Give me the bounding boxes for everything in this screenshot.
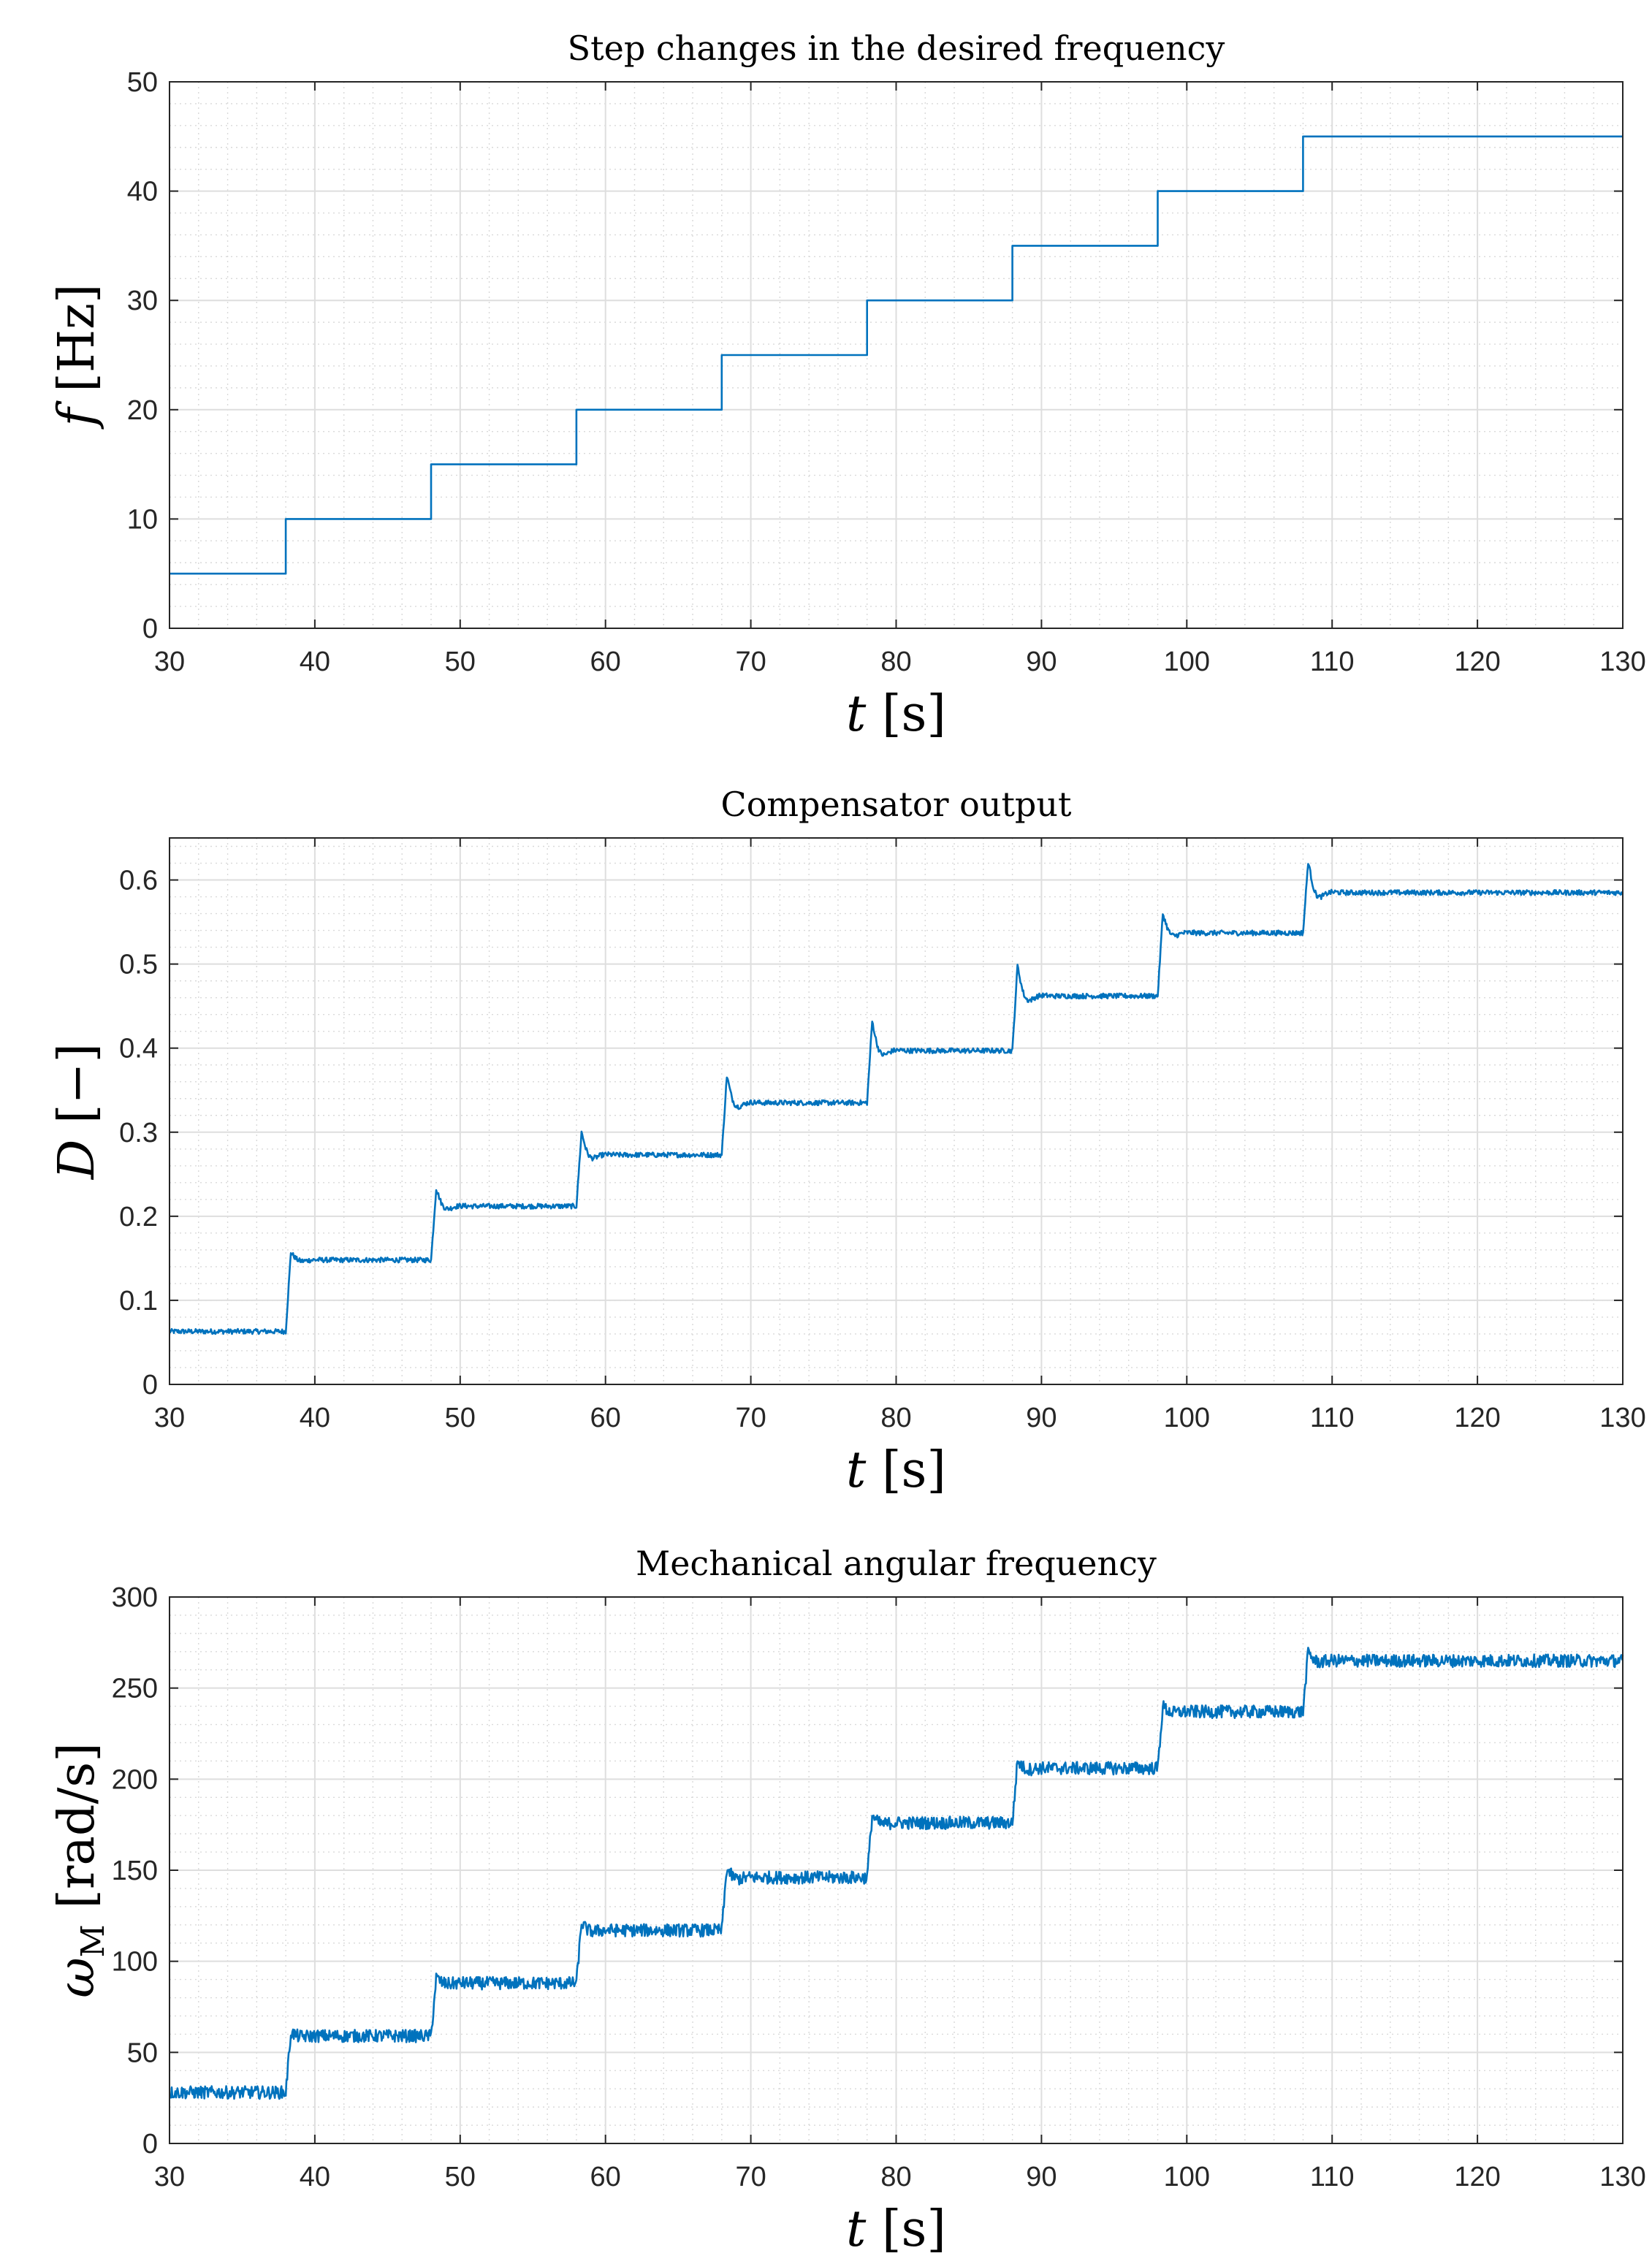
- x-tick-label: 50: [445, 1403, 476, 1433]
- y-tick-label: 150: [112, 1856, 158, 1886]
- y-tick-label: 200: [112, 1764, 158, 1795]
- y-tick-label: 20: [127, 395, 158, 426]
- chart-2: 30 40 50 60 70 80 90 100 110 120 130 0 0.1 0.2 0.3 0.4 0…: [48, 785, 1646, 1499]
- x-tick-label: 120: [1454, 647, 1500, 677]
- y-tick-label: 0.4: [119, 1034, 158, 1064]
- x-tick-label: 70: [735, 2162, 766, 2192]
- x-tick-label: 50: [445, 2162, 476, 2192]
- y-tick-label: 100: [112, 1947, 158, 1978]
- x-axis-label-unit: [s]: [866, 685, 946, 743]
- y-tick-label: 0.3: [119, 1118, 158, 1148]
- x-tick-label: 100: [1164, 2162, 1210, 2192]
- y-axis-label-unit: [Hz]: [48, 284, 106, 408]
- y-tick-label: 50: [127, 2038, 158, 2068]
- x-axis-label: t [s]: [846, 2200, 946, 2258]
- x-tick-label: 40: [300, 647, 330, 677]
- x-tick-label: 80: [880, 647, 911, 677]
- y-axis-label: D [−]: [48, 1043, 106, 1181]
- x-tick-label: 70: [735, 1403, 766, 1433]
- tick-marks: [169, 1596, 1624, 2144]
- x-tick-label: 130: [1599, 1403, 1645, 1433]
- y-tick-label: 0.1: [119, 1286, 158, 1316]
- y-tick-label: 0.5: [119, 950, 158, 980]
- x-tick-label: 80: [880, 2162, 911, 2192]
- tick-marks: [169, 838, 1624, 1385]
- y-tick-label: 0: [142, 614, 158, 644]
- series-line-omega_M: [169, 1647, 1624, 2100]
- y-tick-label: 30: [127, 286, 158, 316]
- y-tick-label: 300: [112, 1582, 158, 1613]
- chart-title: Compensator output: [721, 785, 1073, 824]
- x-tick-label: 40: [300, 1403, 330, 1433]
- x-tick-label: 80: [880, 1403, 911, 1433]
- y-tick-label: 50: [127, 67, 158, 98]
- x-tick-label: 30: [154, 647, 185, 677]
- x-tick-label: 70: [735, 647, 766, 677]
- y-tick-label: 40: [127, 177, 158, 207]
- x-tick-label: 60: [590, 2162, 621, 2192]
- x-tick-label: 50: [445, 647, 476, 677]
- x-tick-label: 120: [1454, 1403, 1500, 1433]
- x-axis-label-symbol: t: [846, 1441, 867, 1499]
- x-tick-label: 130: [1599, 2162, 1645, 2192]
- x-axis-label: t [s]: [846, 1441, 946, 1499]
- x-tick-label: 60: [590, 1403, 621, 1433]
- series-line-D: [168, 863, 1624, 1335]
- x-tick-label: 30: [154, 1403, 185, 1433]
- x-tick-label: 120: [1454, 2162, 1500, 2192]
- x-tick-label: 100: [1164, 1403, 1210, 1433]
- x-tick-label: 60: [590, 647, 621, 677]
- major-grid: [169, 838, 1624, 1385]
- chart-title: Mechanical angular frequency: [636, 1544, 1157, 1583]
- y-tick-label: 0.6: [119, 866, 158, 896]
- chart-1: 30 40 50 60 70 80 90 100 110 120 130 0 10 20 30 40 50 Ste…: [48, 28, 1646, 743]
- x-axis-label-symbol: t: [846, 685, 867, 743]
- x-tick-label: 90: [1026, 647, 1057, 677]
- y-axis-label-unit: [rad/s]: [48, 1742, 106, 1924]
- x-tick-label: 110: [1310, 2162, 1355, 2192]
- x-tick-label: 130: [1599, 647, 1645, 677]
- y-axis-label-unit: [−]: [48, 1043, 106, 1140]
- x-tick-label: 90: [1026, 1403, 1057, 1433]
- y-axis-label-symbol: D: [48, 1140, 106, 1181]
- y-tick-label: 0: [142, 1370, 158, 1400]
- x-tick-label: 40: [300, 2162, 330, 2192]
- x-tick-label: 30: [154, 2162, 185, 2192]
- series-line-f: [170, 135, 1623, 575]
- x-axis-label-unit: [s]: [866, 2200, 946, 2258]
- tick-marks: [169, 81, 1624, 629]
- x-axis-label: t [s]: [846, 685, 946, 743]
- y-axis-label: ωM [rad/s]: [48, 1742, 112, 1998]
- x-tick-label: 90: [1026, 2162, 1057, 2192]
- y-tick-label: 10: [127, 504, 158, 535]
- y-tick-label: 250: [112, 1674, 158, 1704]
- x-axis-label-unit: [s]: [866, 1441, 946, 1499]
- x-tick-label: 110: [1310, 1403, 1355, 1433]
- x-tick-label: 100: [1164, 647, 1210, 677]
- y-tick-label: 0.2: [119, 1202, 158, 1232]
- x-axis-label-symbol: t: [846, 2200, 867, 2258]
- y-axis-label-subscript: M: [75, 1924, 112, 1957]
- y-axis-label: f [Hz]: [48, 284, 106, 430]
- chart-3: 30 40 50 60 70 80 90 100 110 120 130 0 50 100 150 200 25…: [48, 1544, 1646, 2258]
- x-tick-label: 110: [1310, 647, 1355, 677]
- y-axis-label-symbol: ω: [48, 1957, 106, 1997]
- y-tick-label: 0: [142, 2129, 158, 2160]
- chart-title: Step changes in the desired frequency: [568, 28, 1225, 68]
